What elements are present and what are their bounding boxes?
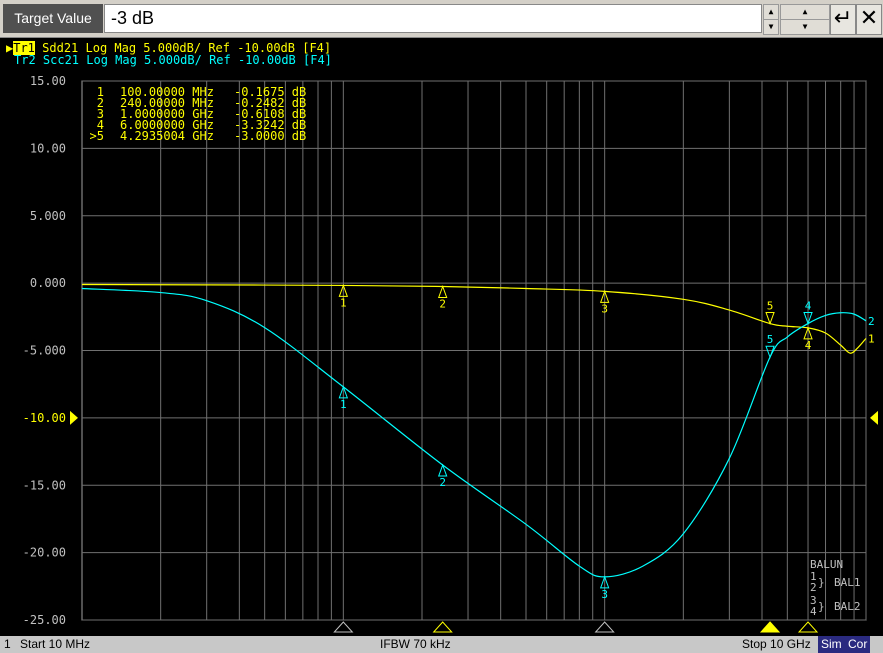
trace-2-line xyxy=(81,287,867,578)
y-tick-label: -15.00 xyxy=(23,478,66,492)
marker-table-frequency: 4.2935004 GHz xyxy=(120,129,214,143)
balun-port-4: 4 xyxy=(810,605,817,618)
cor-badge: Cor xyxy=(845,636,871,653)
reference-level-marker-icon xyxy=(70,410,78,425)
marker-5-axis-icon xyxy=(759,621,781,633)
brace-icon: } xyxy=(818,576,825,589)
marker-5-icon xyxy=(765,345,775,359)
marker-2-icon xyxy=(437,463,448,477)
reference-level-marker-icon xyxy=(870,410,878,425)
marker-table-frequency: 100.00000 MHz xyxy=(120,85,214,99)
marker-3-label: 3 xyxy=(601,302,608,315)
y-tick-label: 10.00 xyxy=(30,141,66,155)
balun-bal1: BAL1 xyxy=(834,576,861,589)
marker-table-number: 1 xyxy=(97,85,104,99)
trace-2-id: Tr2 xyxy=(14,53,36,67)
close-icon[interactable]: ✕ xyxy=(856,4,882,35)
marker-4-axis-icon xyxy=(797,621,819,633)
balun-bal2: BAL2 xyxy=(834,600,861,613)
start-frequency[interactable]: Start 10 MHz xyxy=(20,637,91,651)
measurement-screen: ▶Tr1 Sdd21 Log Mag 5.000dB/ Ref -10.00dB… xyxy=(0,38,883,635)
trace-2-legend[interactable]: Tr2 Scc21 Log Mag 5.000dB/ Ref -10.00dB … xyxy=(14,54,332,66)
spin-up-button[interactable]: ▲ xyxy=(780,4,830,20)
sim-badge: Sim xyxy=(818,636,845,653)
marker-4-label: 4 xyxy=(805,339,812,352)
marker-table-value: -0.2482 dB xyxy=(234,96,306,110)
marker-5-label: 5 xyxy=(767,333,774,346)
balun-port-2: 2 xyxy=(810,581,817,594)
marker-table-number: 3 xyxy=(97,107,104,121)
marker-table-frequency: 240.00000 MHz xyxy=(120,96,214,110)
marker-table-number: 2 xyxy=(97,96,104,110)
channel-number[interactable]: 1 xyxy=(4,637,11,651)
trace-1-text: Sdd21 Log Mag 5.000dB/ Ref -10.00dB [F4] xyxy=(34,41,332,55)
active-trace-icon: ▶ xyxy=(6,41,14,55)
marker-table-frequency: 6.0000000 GHz xyxy=(120,118,214,132)
marker-2-icon xyxy=(437,285,448,298)
marker-1-icon xyxy=(338,385,349,399)
spin-down-small-button[interactable]: ▼ xyxy=(763,19,779,35)
y-tick-label: -10.00 xyxy=(23,411,66,425)
balun-title: BALUN xyxy=(810,558,843,571)
balun-port-1: 1 xyxy=(810,570,817,583)
marker-4-label: 4 xyxy=(805,300,812,313)
spin-up-small-button[interactable]: ▲ xyxy=(763,4,779,20)
target-value-input[interactable]: -3 dB xyxy=(104,4,762,33)
marker-table-frequency: 1.0000000 GHz xyxy=(120,107,214,121)
trace-plot[interactable]: 15.00 10.00 5.000 0.000 -5.000 -10.00 -15.00 -2… xyxy=(0,38,883,635)
balun-port-3: 3 xyxy=(810,594,817,607)
stop-frequency[interactable]: Stop 10 GHz xyxy=(742,637,811,651)
enter-icon[interactable]: ↵ xyxy=(830,4,856,35)
spin-down-button[interactable]: ▼ xyxy=(780,19,830,35)
marker-2-label: 2 xyxy=(439,297,446,310)
y-tick-label: 0.000 xyxy=(30,276,66,290)
marker-table-value: -0.1675 dB xyxy=(234,85,306,99)
trace-1-legend[interactable]: ▶Tr1 Sdd21 Log Mag 5.000dB/ Ref -10.00dB… xyxy=(6,41,332,55)
target-value-label: Target Value xyxy=(3,4,103,33)
marker-3-axis-icon xyxy=(594,621,615,633)
trace-1-line xyxy=(81,283,867,354)
marker-3-label: 3 xyxy=(601,588,608,601)
trace-1-id: Tr1 xyxy=(13,41,35,55)
marker-table-value: -0.6108 dB xyxy=(234,107,306,121)
trace-1-end-label: 1 xyxy=(868,332,875,345)
status-bar: 1 Start 10 MHz IFBW 70 kHz Stop 10 GHz S… xyxy=(0,636,883,653)
y-tick-label: -25.00 xyxy=(23,613,66,627)
marker-1-axis-icon xyxy=(333,621,354,633)
marker-table-value: -3.3242 dB xyxy=(234,118,306,132)
marker-5-label: 5 xyxy=(767,300,774,313)
y-tick-label: 5.000 xyxy=(30,209,66,223)
marker-table-number: 4 xyxy=(97,118,104,132)
marker-3-icon xyxy=(599,575,610,589)
marker-5-icon xyxy=(765,312,775,326)
y-tick-label: 15.00 xyxy=(30,74,66,88)
marker-3-icon xyxy=(599,289,610,303)
y-tick-label: -20.00 xyxy=(23,546,66,560)
marker-1-icon xyxy=(338,283,349,297)
entry-bar: Target Value -3 dB ▲ ▼ ▲ ▼ ↵ ✕ xyxy=(0,0,883,38)
y-tick-label: -5.000 xyxy=(23,344,66,358)
trace-2-end-label: 2 xyxy=(868,315,875,328)
marker-4-icon xyxy=(803,326,813,340)
brace-icon: } xyxy=(818,600,825,613)
ifbw[interactable]: IFBW 70 kHz xyxy=(380,637,451,651)
marker-1-label: 1 xyxy=(340,296,347,309)
trace-2-text: Scc21 Log Mag 5.000dB/ Ref -10.00dB [F4] xyxy=(35,53,332,67)
marker-table-value: -3.0000 dB xyxy=(234,129,306,143)
marker-table-number: >5 xyxy=(90,129,104,143)
marker-2-label: 2 xyxy=(439,476,446,489)
marker-4-icon xyxy=(803,312,813,326)
marker-1-label: 1 xyxy=(340,398,347,411)
marker-2-axis-icon xyxy=(432,621,453,633)
